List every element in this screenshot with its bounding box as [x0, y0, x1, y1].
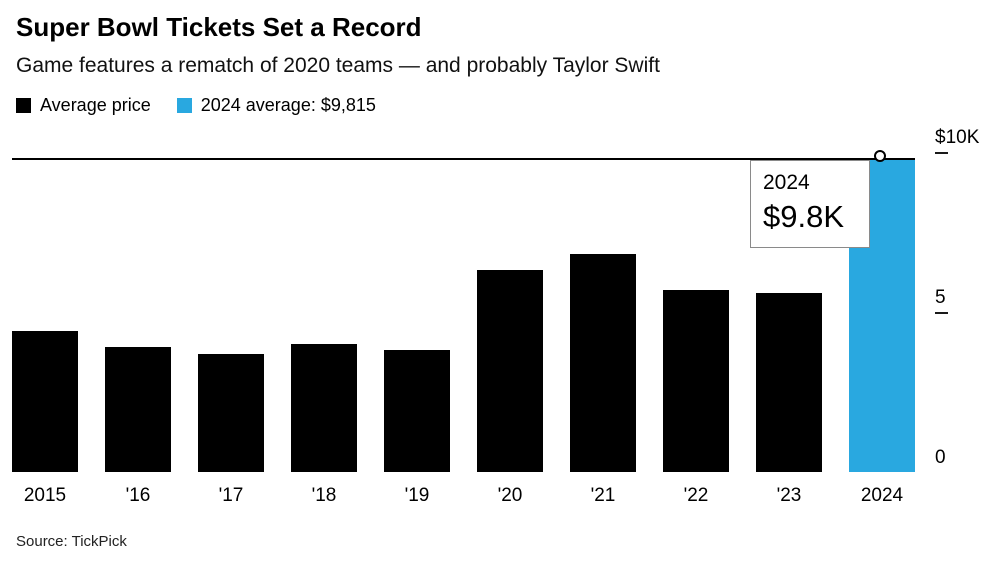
y-axis-tick [935, 312, 948, 314]
x-axis: 2015 '16 '17 '18 '19 '20 '21 '22 '23 2024 [12, 485, 915, 507]
bar-19 [384, 350, 450, 472]
legend-label-2024-average: 2024 average: $9,815 [200, 94, 376, 115]
y-axis-label: 0 [935, 447, 946, 468]
x-axis-label: '16 [125, 485, 151, 506]
legend-swatch-blue [176, 97, 192, 113]
bar-23 [756, 293, 822, 472]
record-reference-line [12, 157, 915, 160]
bar-2015 [12, 331, 78, 472]
bar-17 [198, 354, 264, 472]
y-axis: $10K 5 0 [915, 127, 989, 472]
x-axis-label: '19 [404, 485, 430, 506]
x-axis-label: 2024 [860, 485, 904, 506]
x-axis-label: '17 [218, 485, 244, 506]
record-marker-circle [874, 149, 886, 162]
bar-series [12, 132, 915, 472]
annotation-callout: 2024 $9.8K [750, 160, 870, 248]
legend-label-average-price: Average price [40, 94, 151, 115]
y-axis-label: 5 [935, 287, 946, 308]
x-axis-label: '18 [311, 485, 337, 506]
legend-item-average-price: Average price [16, 95, 151, 116]
legend: Average price 2024 average: $9,815 [16, 94, 989, 116]
annotation-value: $9.8K [763, 199, 845, 234]
y-axis-label: $10K [935, 127, 980, 148]
bar-16 [105, 347, 171, 472]
bar-21 [570, 254, 636, 472]
bar-20 [477, 270, 543, 472]
x-axis-label: '21 [590, 485, 616, 506]
bar-22 [663, 290, 729, 472]
y-axis-tick [935, 152, 948, 154]
legend-item-2024-average: 2024 average: $9,815 [176, 94, 376, 116]
x-axis-label: '22 [683, 485, 709, 506]
chart-title: Super Bowl Tickets Set a Record [16, 12, 422, 42]
x-axis-label: 2015 [23, 485, 67, 506]
chart-subtitle: Game features a rematch of 2020 teams — … [16, 54, 660, 77]
chart-area: 2024 $9.8K $10K 5 0 [12, 127, 989, 472]
plot-area: 2024 $9.8K [12, 132, 915, 472]
bar-18 [291, 344, 357, 472]
legend-swatch-black [16, 97, 31, 113]
source-note: Source: TickPick [16, 533, 127, 550]
annotation-year: 2024 [763, 171, 810, 194]
x-axis-label: '20 [497, 485, 523, 506]
x-axis-label: '23 [776, 485, 802, 506]
